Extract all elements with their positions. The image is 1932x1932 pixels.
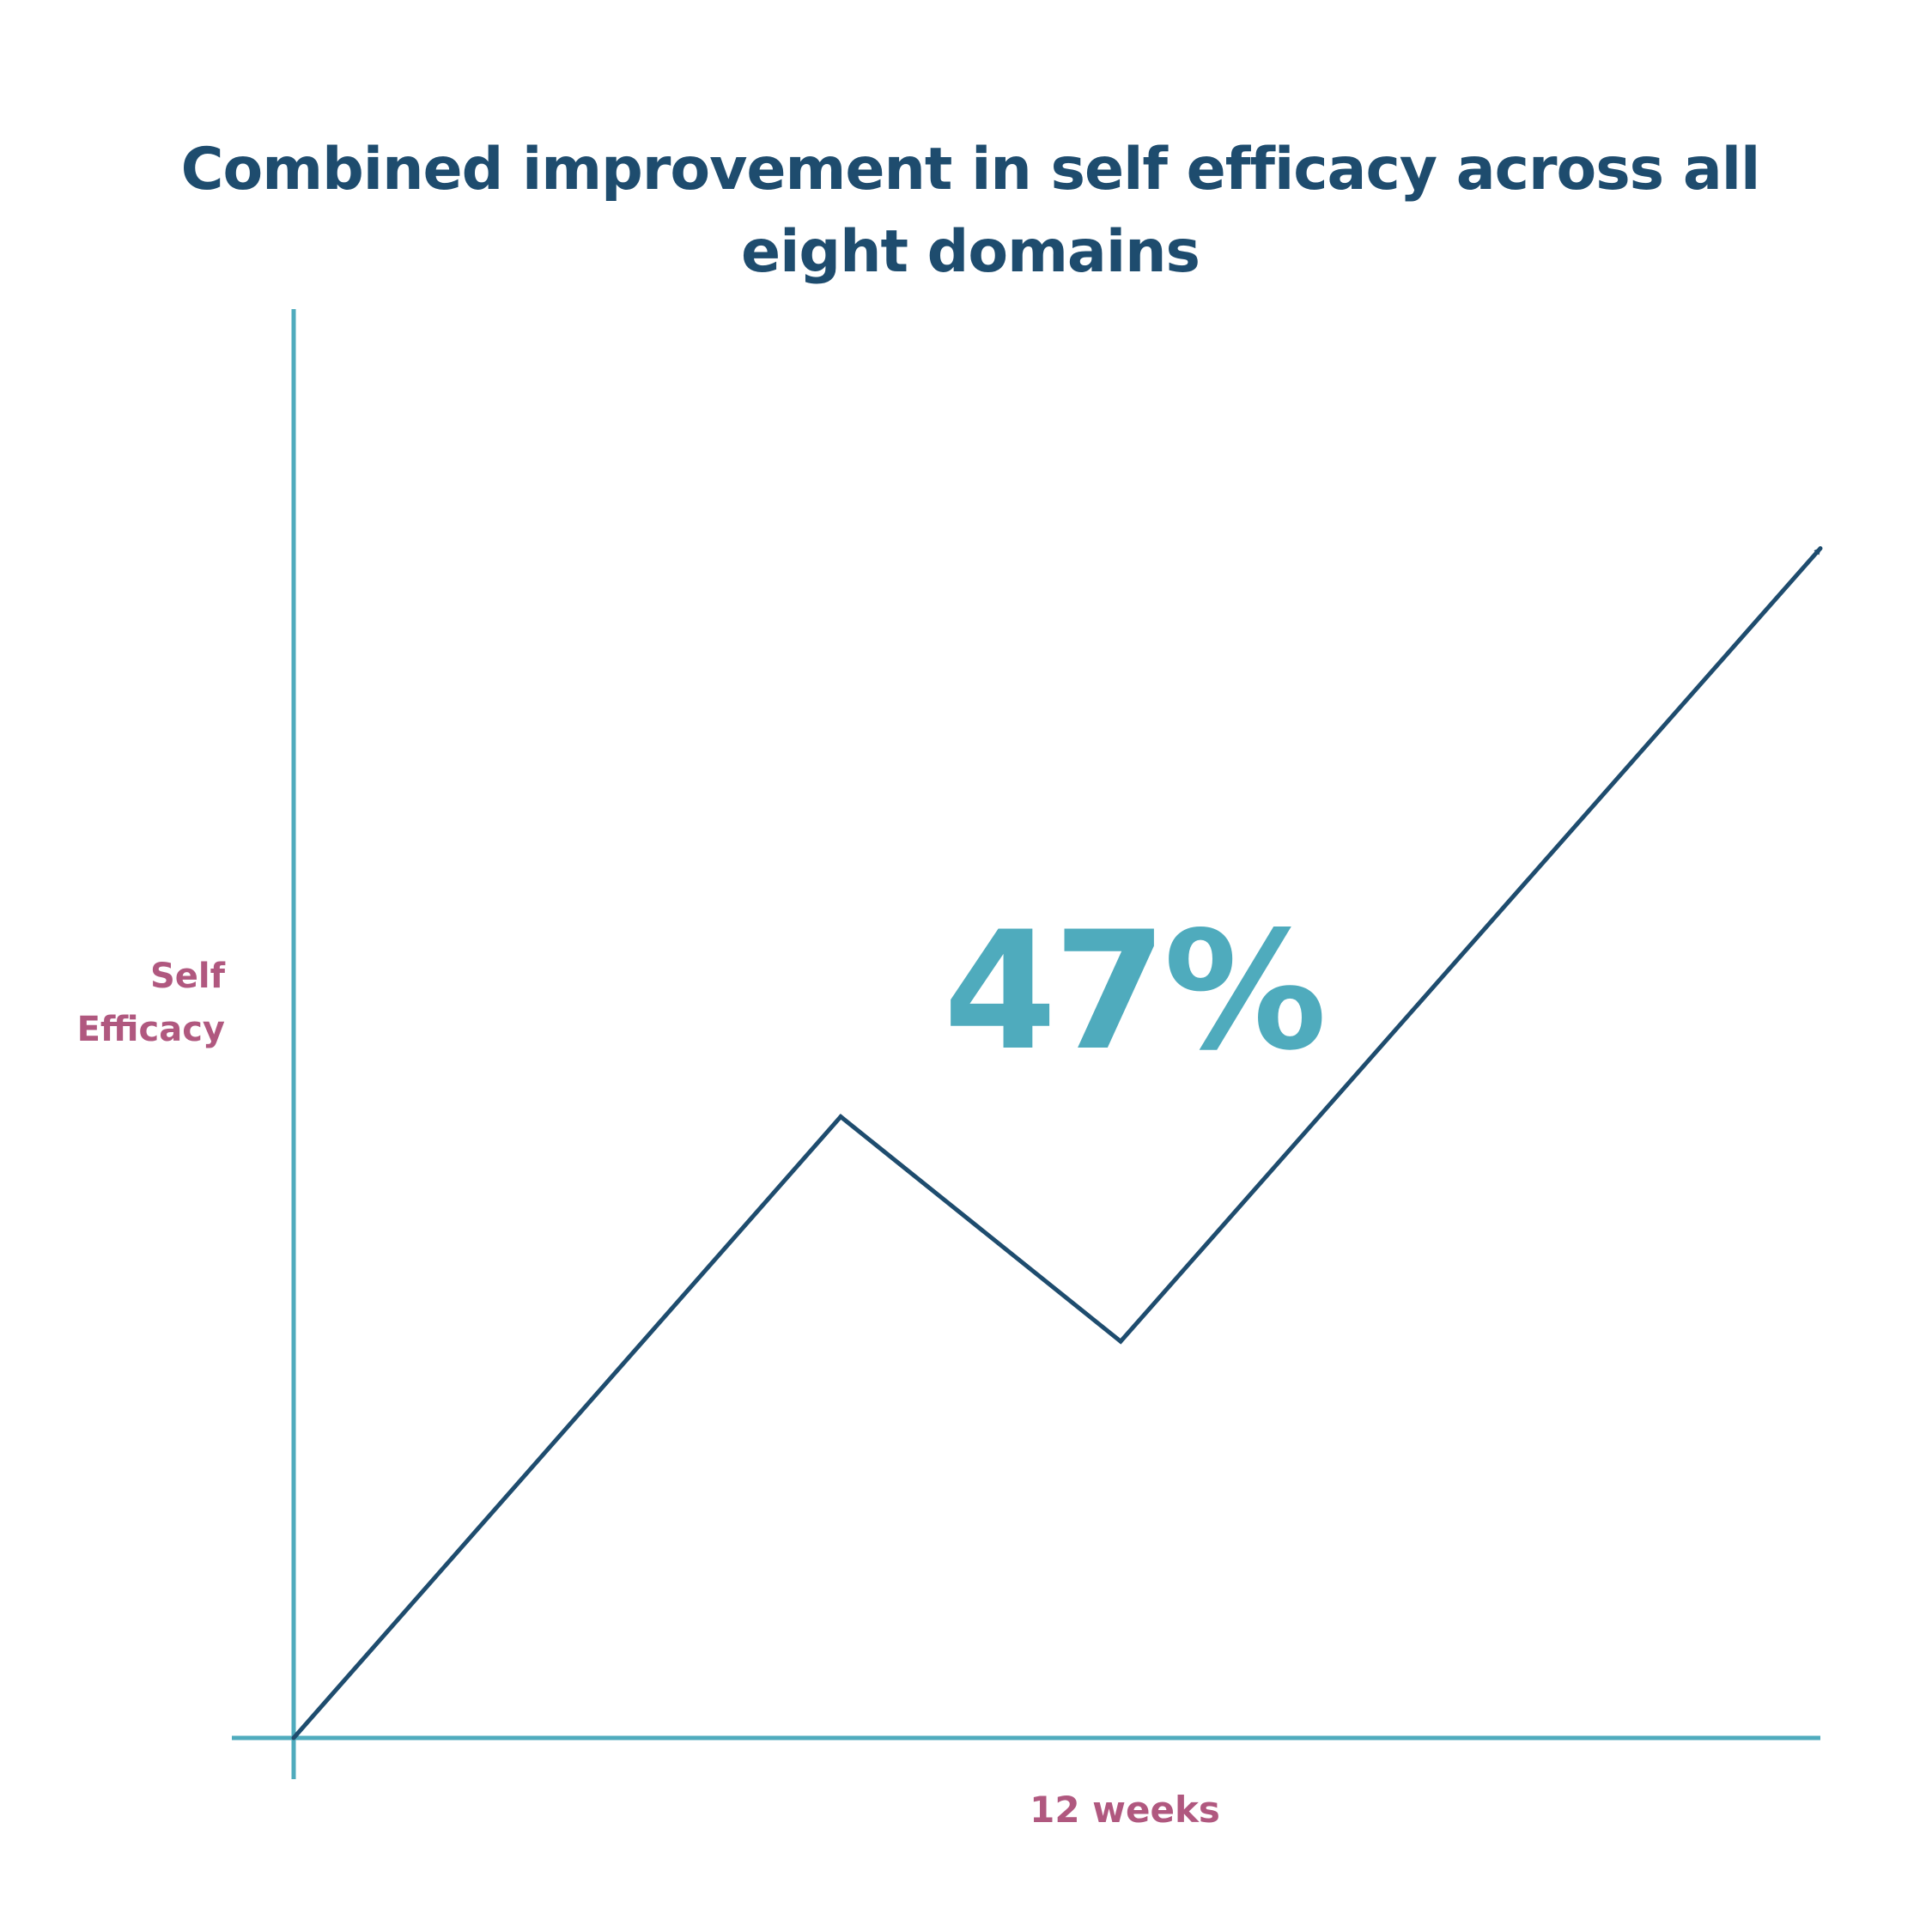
y-axis-label-line-2: Efficacy <box>76 1010 225 1049</box>
data-point-3 <box>1818 546 1823 551</box>
x-axis-label: 12 weeks <box>1030 1789 1220 1831</box>
data-point-2 <box>1118 1339 1123 1344</box>
data-point-0 <box>291 1735 296 1741</box>
chart-title: Combined improvement in self efficacy ac… <box>180 136 1761 286</box>
improvement-percentage: 47% <box>943 896 1327 1086</box>
y-axis-label-line-1: Self <box>149 957 225 996</box>
data-point-1 <box>838 1115 843 1120</box>
data-points <box>291 546 1823 1741</box>
y-axis-label: Self Efficacy <box>36 950 225 1056</box>
series-line <box>292 546 1822 1740</box>
